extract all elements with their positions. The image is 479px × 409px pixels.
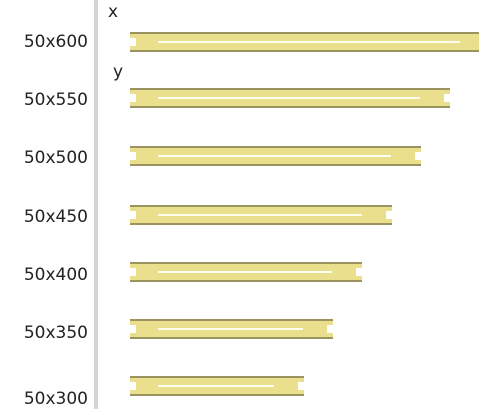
size-row: 50x450 xyxy=(24,205,392,227)
size-label: 50x350 xyxy=(24,323,88,343)
strip-slot xyxy=(158,97,420,99)
strip-edge xyxy=(130,262,362,264)
rows: 50x600 50x550 50x500 50x450 50x400 50x350 50x3… xyxy=(24,32,479,409)
strip-notch xyxy=(130,268,136,276)
strip-notch xyxy=(130,211,136,219)
strip xyxy=(130,146,421,166)
strip-notch xyxy=(130,325,136,333)
strip xyxy=(130,319,333,339)
size-row: 50x600 xyxy=(24,32,479,52)
strip-edge xyxy=(130,337,333,339)
size-label: 50x400 xyxy=(24,265,88,285)
strip-edge xyxy=(130,146,421,148)
size-label: 50x500 xyxy=(24,148,88,168)
marker-x: x xyxy=(108,2,118,22)
strip xyxy=(130,88,450,108)
size-label: 50x550 xyxy=(24,90,88,110)
size-label: 50x450 xyxy=(24,207,88,227)
divider xyxy=(94,0,98,409)
size-label: 50x600 xyxy=(24,32,88,52)
strip-notch xyxy=(130,382,136,390)
strip-edge xyxy=(130,106,450,108)
size-row: 50x300 xyxy=(24,376,304,409)
strip-edge xyxy=(130,164,421,166)
size-row: 50x500 xyxy=(24,146,421,168)
strip-slot xyxy=(158,155,391,157)
strip-edge xyxy=(130,280,362,282)
strip-edge xyxy=(130,223,392,225)
size-row: 50x400 xyxy=(24,262,362,285)
strip-notch xyxy=(356,268,362,276)
strip xyxy=(130,262,362,282)
size-row: 50x350 xyxy=(24,319,333,343)
size-row: 50x550 xyxy=(24,88,450,110)
strip-edge xyxy=(130,32,479,34)
strip-slot xyxy=(158,214,362,216)
strip-slot xyxy=(158,41,460,43)
strip-notch xyxy=(444,94,450,102)
strip-slot xyxy=(158,271,332,273)
strip-notch xyxy=(130,152,136,160)
strip-edge xyxy=(130,319,333,321)
strip-notch xyxy=(298,382,304,390)
strip-edge xyxy=(130,88,450,90)
strip xyxy=(130,32,479,52)
strip-notch xyxy=(386,211,392,219)
strip xyxy=(130,205,392,225)
strip-slot xyxy=(158,385,274,387)
strip-notch xyxy=(327,325,333,333)
strip-edge xyxy=(130,394,304,396)
strip-edge xyxy=(130,205,392,207)
size-label: 50x300 xyxy=(24,389,88,409)
marker-y: y xyxy=(113,62,123,82)
strip-edge xyxy=(130,50,479,52)
strip-slot xyxy=(158,328,303,330)
strip-notch xyxy=(130,94,136,102)
strip-notch xyxy=(415,152,421,160)
strip-notch xyxy=(130,38,136,46)
strip-edge xyxy=(130,376,304,378)
strip xyxy=(130,376,304,396)
